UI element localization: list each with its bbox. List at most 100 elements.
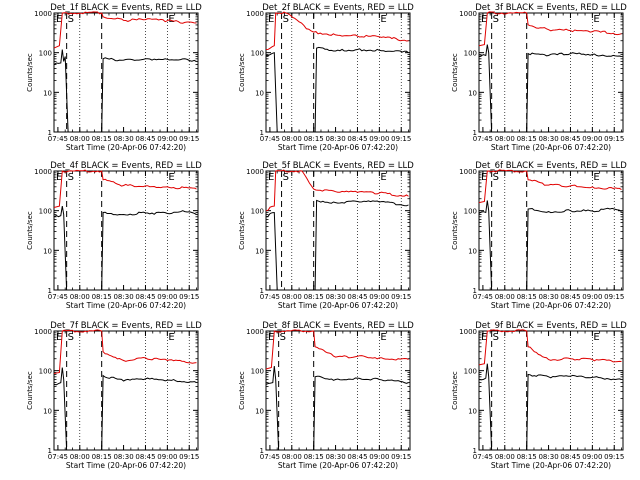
x-tick-label: 09:00 (582, 293, 602, 301)
x-tick-label: 08:30 (538, 453, 558, 461)
x-tick-label: 08:45 (560, 293, 580, 301)
x-tick-label: 09:00 (157, 453, 177, 461)
series-line (265, 46, 409, 133)
x-tick-label: 07:45 (473, 135, 493, 143)
chart-title: Det_1f BLACK = Events, RED = LLD (50, 3, 202, 13)
y-tick-label: 100 (251, 208, 264, 216)
chart-panel: Det_4f BLACK = Events, RED = LLD 1 10 100 10… (26, 161, 202, 310)
x-tick-label: 08:00 (495, 453, 515, 461)
series-line (265, 366, 409, 451)
x-tick-label: 08:00 (282, 293, 302, 301)
y-axis-label: Counts/sec (451, 371, 459, 410)
plot-frame (53, 170, 199, 291)
x-tick-label: 09:15 (604, 135, 624, 143)
plot-frame (265, 330, 411, 451)
y-tick-label: 100 (464, 50, 477, 58)
x-tick-label: 09:15 (179, 135, 199, 143)
x-tick-label: 08:15 (92, 453, 112, 461)
series-line (478, 329, 622, 366)
y-tick-label: 1000 (34, 10, 52, 18)
x-tick-label: 07:45 (260, 135, 280, 143)
x-tick-label: 08:45 (135, 135, 155, 143)
event-marker-label: S (493, 332, 499, 343)
event-marker-label: E (481, 172, 487, 183)
chart-title: Det_5f BLACK = Events, RED = LLD (262, 161, 414, 171)
series-line (478, 11, 622, 47)
event-marker-label: S (493, 172, 499, 183)
x-tick-label: 08:00 (282, 135, 302, 143)
plot-frame (53, 12, 199, 133)
event-marker-label: E (56, 14, 62, 25)
y-tick-label: 100 (251, 50, 264, 58)
x-tick-label: 08:15 (517, 293, 537, 301)
x-tick-label: 09:00 (582, 453, 602, 461)
chart-title: Det_7f BLACK = Events, RED = LLD (50, 321, 202, 331)
series-line (265, 329, 409, 370)
chart-title: Det_3f BLACK = Events, RED = LLD (475, 3, 627, 13)
plot-frame (265, 12, 411, 133)
y-tick-label: 10 (255, 407, 264, 415)
series-line (53, 169, 197, 208)
y-tick-label: 100 (464, 368, 477, 376)
chart-panel: Det_2f BLACK = Events, RED = LLD 1 10 100 10… (238, 3, 414, 152)
x-tick-label: 09:00 (582, 135, 602, 143)
x-tick-label: 09:15 (179, 453, 199, 461)
event-marker-label: E (481, 332, 487, 343)
x-tick-label: 09:00 (157, 135, 177, 143)
series-line (478, 200, 622, 291)
event-marker-label: E (268, 172, 274, 183)
y-tick-label: 1 (260, 287, 264, 295)
series-line (478, 44, 622, 133)
series-line (53, 11, 197, 49)
x-tick-label: 07:45 (48, 293, 68, 301)
event-marker-label: E (56, 172, 62, 183)
x-tick-label: 08:15 (304, 293, 324, 301)
event-marker-label: S (68, 172, 74, 183)
x-tick-label: 09:00 (369, 453, 389, 461)
y-tick-label: 100 (39, 50, 52, 58)
x-tick-label: 09:15 (391, 453, 411, 461)
y-tick-label: 1000 (34, 168, 52, 176)
event-marker-label: E (268, 332, 274, 343)
x-axis-label: Start Time (20-Apr-06 07:42:20) (491, 461, 611, 470)
y-axis-label: Counts/sec (26, 53, 34, 92)
y-tick-label: 1 (48, 287, 52, 295)
series-line (53, 329, 197, 374)
y-tick-label: 10 (43, 89, 52, 97)
series-line (478, 169, 622, 204)
y-tick-label: 10 (43, 247, 52, 255)
x-tick-label: 09:15 (179, 293, 199, 301)
x-tick-label: 08:30 (325, 293, 345, 301)
x-tick-label: 08:00 (495, 293, 515, 301)
chart-panel: Det_8f BLACK = Events, RED = LLD 1 10 100 10… (238, 321, 414, 470)
x-tick-label: 07:45 (473, 453, 493, 461)
y-tick-label: 100 (39, 368, 52, 376)
y-axis-label: Counts/sec (238, 371, 246, 410)
event-marker-label: S (68, 332, 74, 343)
x-tick-label: 08:45 (135, 293, 155, 301)
y-axis-label: Counts/sec (451, 53, 459, 92)
event-marker-label: S (283, 14, 289, 25)
y-tick-label: 1000 (459, 328, 477, 336)
plot-frame (53, 330, 199, 451)
x-tick-label: 08:00 (70, 453, 90, 461)
x-tick-label: 08:45 (560, 453, 580, 461)
x-tick-label: 09:15 (604, 453, 624, 461)
chart-panel: Det_3f BLACK = Events, RED = LLD 1 10 100 10… (451, 3, 627, 152)
x-tick-label: 07:45 (260, 293, 280, 301)
x-tick-label: 07:45 (260, 453, 280, 461)
y-tick-label: 1000 (246, 10, 264, 18)
y-tick-label: 1000 (246, 168, 264, 176)
x-tick-label: 08:00 (70, 135, 90, 143)
y-tick-label: 100 (39, 208, 52, 216)
chart-panel: Det_7f BLACK = Events, RED = LLD 1 10 100 10… (26, 321, 202, 470)
x-axis-label: Start Time (20-Apr-06 07:42:20) (66, 143, 186, 152)
event-marker-label: E (268, 14, 274, 25)
y-axis-label: Counts/sec (26, 211, 34, 250)
x-tick-label: 09:15 (391, 293, 411, 301)
series-line (265, 169, 409, 212)
plot-frame (478, 12, 624, 133)
x-tick-label: 08:45 (560, 135, 580, 143)
event-marker-label: E (380, 172, 386, 183)
plot-frame (478, 330, 624, 451)
